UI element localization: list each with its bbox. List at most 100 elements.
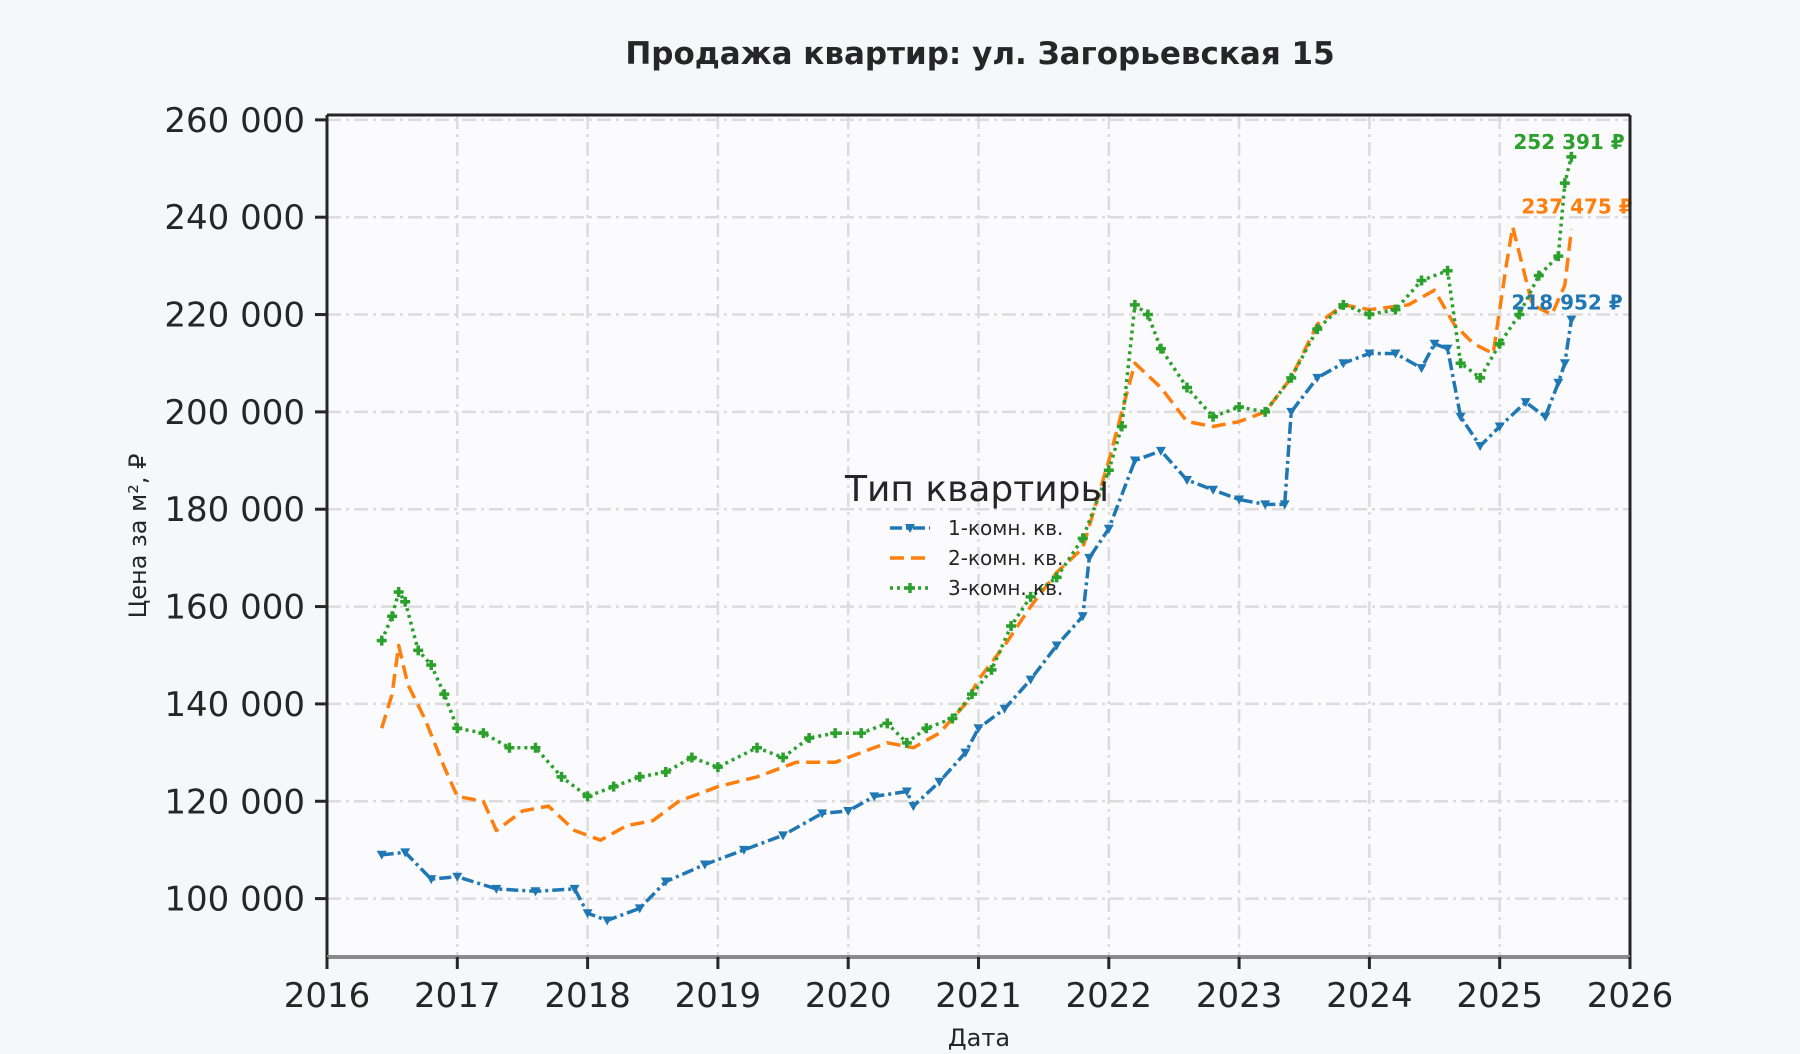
data-point xyxy=(856,728,867,739)
data-point xyxy=(986,664,997,675)
series-line xyxy=(380,156,1574,799)
data-point xyxy=(1416,364,1427,374)
data-point xyxy=(1129,299,1140,310)
data-point xyxy=(491,884,502,894)
data-point xyxy=(712,762,723,773)
data-point xyxy=(908,802,919,812)
data-point xyxy=(1129,456,1140,466)
data-point xyxy=(393,586,404,597)
end-value-label: 237 475 ₽ xyxy=(1521,194,1632,218)
data-point xyxy=(830,728,841,739)
data-point xyxy=(400,848,411,858)
data-point xyxy=(634,771,645,782)
data-point xyxy=(1566,315,1577,325)
data-point xyxy=(1559,359,1570,369)
data-point xyxy=(426,659,437,670)
data-point xyxy=(413,645,424,656)
grid-lines-overlay xyxy=(325,115,1632,957)
data-point xyxy=(1455,358,1466,369)
y-tick-label: 100 000 xyxy=(164,880,305,920)
data-point xyxy=(1520,398,1531,408)
data-point xyxy=(530,887,541,897)
legend: Тип квартиры 1-комн. кв. 2-комн. кв. 3-ком… xyxy=(844,469,1109,600)
data-point xyxy=(778,831,789,841)
data-point xyxy=(1116,421,1127,432)
data-point xyxy=(1553,251,1564,262)
data-point xyxy=(686,752,697,763)
data-point xyxy=(699,860,710,870)
data-point xyxy=(1208,411,1219,422)
data-point xyxy=(1494,422,1505,432)
x-tick-label: 2021 xyxy=(935,976,1022,1016)
data-point xyxy=(582,791,593,802)
data-point xyxy=(1103,524,1114,534)
x-tick-label: 2018 xyxy=(544,976,631,1016)
data-point xyxy=(1051,641,1062,651)
y-axis-label: Цена за м², ₽ xyxy=(124,454,152,619)
data-point xyxy=(582,909,593,919)
data-point xyxy=(1566,151,1577,162)
data-point xyxy=(1455,412,1466,422)
x-tick-label: 2019 xyxy=(675,976,762,1016)
data-point xyxy=(751,742,762,753)
end-labels: 218 952 ₽ 237 475 ₽ 252 391 ₽ xyxy=(1511,130,1632,315)
data-point xyxy=(882,718,893,729)
x-tick-label: 2025 xyxy=(1456,976,1543,1016)
data-point xyxy=(934,777,945,787)
data-point xyxy=(1181,476,1192,486)
legend-items: 1-комн. кв. 2-комн. кв. 3-комн. кв. xyxy=(890,516,1063,600)
legend-marker xyxy=(905,524,915,533)
data-point xyxy=(530,742,541,753)
legend-title: Тип квартиры xyxy=(844,469,1109,510)
series-layer xyxy=(376,151,1577,926)
y-tick-label: 160 000 xyxy=(164,588,305,628)
x-tick-label: 2023 xyxy=(1196,976,1283,1016)
x-axis-ticks: 2016 2017 2018 2019 2020 2021 2022 2023 2024 2025… xyxy=(284,957,1674,1016)
data-point xyxy=(660,877,671,887)
end-value-label: 252 391 ₽ xyxy=(1513,130,1624,154)
data-point xyxy=(660,767,671,778)
data-point xyxy=(901,737,912,748)
legend-marker xyxy=(905,583,915,593)
x-axis-label: Дата xyxy=(948,1024,1010,1050)
data-point xyxy=(452,872,463,882)
y-tick-label: 140 000 xyxy=(164,685,305,725)
data-point xyxy=(1390,349,1401,359)
data-point xyxy=(387,611,398,622)
x-tick-label: 2024 xyxy=(1326,976,1413,1016)
data-point xyxy=(400,596,411,607)
x-tick-label: 2016 xyxy=(284,976,371,1016)
data-point xyxy=(960,748,971,758)
data-point xyxy=(1077,612,1088,622)
y-tick-label: 180 000 xyxy=(164,490,305,530)
data-point xyxy=(1155,343,1166,354)
data-point xyxy=(1475,372,1486,383)
data-point xyxy=(608,781,619,792)
data-point xyxy=(1084,553,1095,563)
y-tick-label: 120 000 xyxy=(164,782,305,822)
legend-entry-label: 3-комн. кв. xyxy=(948,576,1063,600)
data-point xyxy=(1475,441,1486,451)
data-point xyxy=(973,724,984,734)
data-point xyxy=(1025,591,1036,602)
data-point xyxy=(1077,533,1088,544)
data-point xyxy=(1103,465,1114,476)
data-point xyxy=(738,845,749,855)
x-tick-label: 2026 xyxy=(1587,976,1674,1016)
data-point xyxy=(1364,309,1375,320)
series-3 xyxy=(376,151,1577,802)
data-point xyxy=(1559,178,1570,189)
data-point xyxy=(1494,338,1505,349)
x-tick-label: 2020 xyxy=(805,976,892,1016)
data-point xyxy=(1260,406,1271,417)
x-tick-label: 2017 xyxy=(414,976,501,1016)
y-axis-ticks: 100 000 120 000 140 000 160 000 180 000 200 0… xyxy=(164,101,327,920)
data-point xyxy=(1442,344,1453,354)
data-point xyxy=(1364,349,1375,359)
data-point xyxy=(1279,500,1290,510)
chart-title: Продажа квартир: ул. Загорьевская 15 xyxy=(625,36,1334,72)
data-point xyxy=(376,635,387,646)
data-point xyxy=(1051,572,1062,583)
data-point xyxy=(1234,495,1245,505)
